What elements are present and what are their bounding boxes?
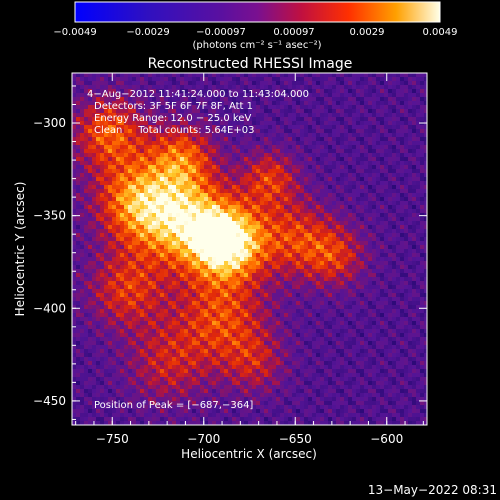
colorbar-ticks: −0.0049 −0.0029 −0.00097 0.00097 0.0029 0.004… <box>53 27 457 38</box>
colorbar-gradient <box>74 1 441 23</box>
footer-timestamp: 13−May−2022 08:31 <box>368 483 497 497</box>
annotation-time-range: 4−Aug−2012 11:41:24.000 to 11:43:04.000 <box>87 89 309 100</box>
x-tick-label: −600 <box>370 432 403 446</box>
colorbar-tick-label: −0.0049 <box>53 27 96 38</box>
plot-frame <box>71 72 428 426</box>
colorbar: −0.0049 −0.0029 −0.00097 0.00097 0.0029 0.004… <box>53 1 458 51</box>
y-tick-label: −450 <box>33 394 66 408</box>
annotation-clean-counts: Clean Total counts: 5.64E+03 <box>94 125 254 136</box>
colorbar-tick-label: 0.0029 <box>350 27 385 38</box>
colorbar-tick-label: −0.0029 <box>126 27 169 38</box>
x-axis-ticks: −750 −700 −650 −600 <box>75 73 424 446</box>
y-tick-label: −350 <box>33 209 66 223</box>
colorbar-tick-label: −0.00097 <box>196 27 246 38</box>
colorbar-tick-label: 0.0049 <box>423 27 458 38</box>
annotation-detectors: Detectors: 3F 5F 6F 7F 8F, Att 1 <box>94 101 253 112</box>
chart-title: Reconstructed RHESSI Image <box>148 56 353 72</box>
x-axis-label: Heliocentric X (arcsec) <box>181 447 317 461</box>
annotation-energy-range: Energy Range: 12.0 − 25.0 keV <box>94 113 251 124</box>
annotation-block: 4−Aug−2012 11:41:24.000 to 11:43:04.000 … <box>87 89 309 136</box>
heatmap-image <box>72 73 427 425</box>
y-axis-label: Heliocentric Y (arcsec) <box>13 182 27 317</box>
x-tick-label: −650 <box>279 432 312 446</box>
y-axis-ticks: −300 −350 −400 −450 <box>33 85 427 420</box>
colorbar-units-label: (photons cm⁻² s⁻¹ asec⁻²) <box>192 40 321 51</box>
y-tick-label: −300 <box>33 116 66 130</box>
colorbar-tick-label: 0.00097 <box>273 27 314 38</box>
y-tick-label: −400 <box>33 301 66 315</box>
peak-position-label: Position of Peak = [−687,−364] <box>94 400 253 411</box>
x-tick-label: −700 <box>187 432 220 446</box>
x-tick-label: −750 <box>96 432 129 446</box>
